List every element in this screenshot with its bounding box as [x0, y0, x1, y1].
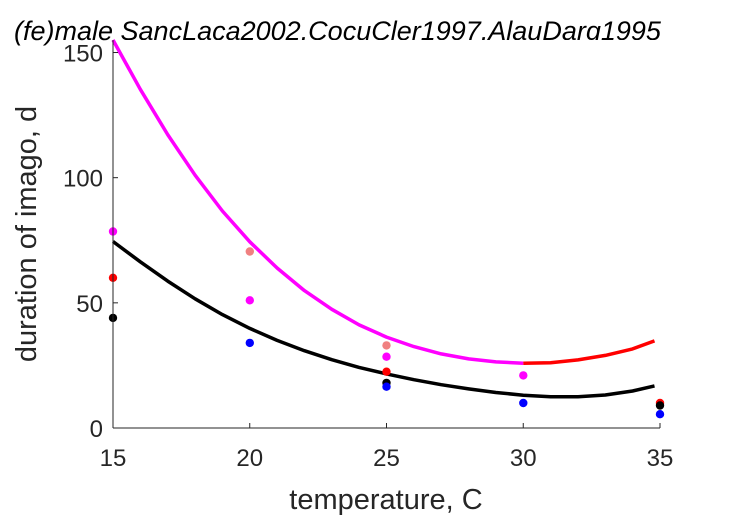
- y-axis-label: duration of imago, d: [11, 106, 43, 362]
- data-point-3-2: [655, 401, 665, 410]
- y-tick-label-3: 150: [63, 41, 103, 68]
- x-ticks: 15 20 25 30 35: [100, 423, 674, 472]
- x-axis-label: temperature, C: [289, 484, 482, 516]
- data-point-0-3: [519, 371, 528, 380]
- data-point-2-1: [382, 367, 391, 376]
- data-point-4-1: [382, 382, 391, 391]
- x-tick-label-2: 25: [373, 445, 400, 472]
- x-tick-label-4: 35: [647, 445, 674, 472]
- y-tick-label-0: 0: [90, 416, 103, 443]
- data-point-1-0: [245, 247, 254, 256]
- y-ticks: 0 50 100 150: [63, 41, 118, 443]
- data-point-0-2: [382, 352, 391, 361]
- data-point-0-1: [245, 296, 254, 305]
- x-tick-label-1: 20: [236, 445, 263, 472]
- x-tick-label-0: 15: [100, 445, 127, 472]
- fit-curve-1: [523, 339, 656, 365]
- data-point-4-0: [245, 338, 254, 348]
- data-point-4-2: [519, 398, 528, 408]
- y-tick-label-2: 100: [63, 166, 103, 193]
- x-tick-label-3: 30: [510, 445, 537, 472]
- data-points: [108, 227, 665, 419]
- plot-area: [113, 40, 660, 428]
- data-point-4-3: [655, 410, 665, 419]
- y-tick-label-1: 50: [76, 291, 103, 318]
- fit-curve-0: [111, 39, 524, 365]
- data-point-1-1: [382, 341, 391, 350]
